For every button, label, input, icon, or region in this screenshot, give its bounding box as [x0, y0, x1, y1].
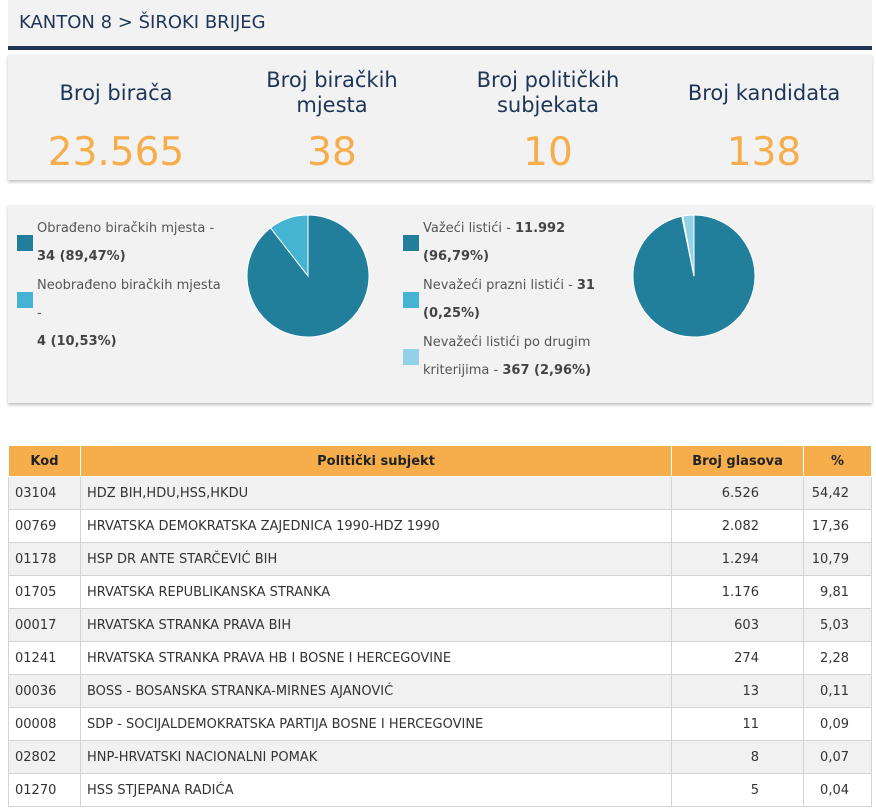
cell-percent: 10,79 [802, 542, 873, 576]
legend-processed-stations: Obrađeno biračkih mjesta - 34 (89,47%) [17, 215, 222, 271]
header-percent[interactable]: % [802, 445, 873, 477]
legend-value: 31 [576, 278, 595, 293]
legend-swatch [403, 349, 419, 365]
stat-value: 10 [523, 130, 573, 175]
stat-value: 38 [307, 130, 357, 175]
legend-swatch [403, 235, 419, 251]
header-votes[interactable]: Broj glasova [671, 445, 804, 477]
legend-label: Važeći listići - [423, 221, 515, 236]
cell-percent: 0,04 [802, 773, 873, 807]
stat-value: 138 [726, 130, 802, 175]
legend-swatch [17, 235, 33, 251]
cell-political-subject: HSS STJEPANA RADIĆA [79, 773, 673, 807]
legend-label: Nevažeći prazni listići - [423, 278, 577, 293]
cell-percent: 5,03 [802, 608, 873, 642]
legend-label: Neobrađeno biračkih mjesta - [37, 278, 221, 321]
cell-political-subject: HRVATSKA DEMOKRATSKA ZAJEDNICA 1990-HDZ … [79, 509, 673, 543]
cell-code: 01241 [8, 641, 81, 675]
stat-label: Broj biračkih mjesta [266, 68, 398, 117]
table-row: 03104 HDZ BIH,HDU,HSS,HKDU 6.526 54,42 [8, 476, 873, 510]
table-row: 01705 HRVATSKA REPUBLIKANSKA STRANKA 1.176… [8, 575, 873, 609]
cell-political-subject: BOSS - BOSANSKA STRANKA-MIRNES AJANOVIĆ [79, 674, 673, 708]
cell-political-subject: SDP - SOCIJALDEMOKRATSKA PARTIJA BOSNE I… [79, 707, 673, 741]
charts-panel: Obrađeno biračkih mjesta - 34 (89,47%) N… [8, 205, 872, 403]
header-bar: KANTON 8 > ŠIROKI BRIJEG [8, 0, 872, 50]
table-row: 00769 HRVATSKA DEMOKRATSKA ZAJEDNICA 1990… [8, 509, 873, 543]
legend-valid-ballots: Važeći listići - 11.992 (96,79%) [403, 215, 603, 271]
pie-chart-ballots[interactable] [632, 214, 756, 338]
stat-value: 23.565 [47, 130, 185, 175]
cell-votes: 274 [671, 641, 804, 675]
cell-code: 03104 [8, 476, 81, 510]
cell-political-subject: HRVATSKA STRANKA PRAVA BIH [79, 608, 673, 642]
legend-other-invalid-ballots: Nevažeći listići po drugim kriterijima -… [403, 329, 603, 385]
table-row: 00036 BOSS - BOSANSKA STRANKA-MIRNES AJAN… [8, 674, 873, 708]
cell-political-subject: HRVATSKA REPUBLIKANSKA STRANKA [79, 575, 673, 609]
legend-value: 367 [502, 363, 530, 378]
table-row: 00017 HRVATSKA STRANKA PRAVA BIH 603 5,03 [8, 608, 873, 642]
cell-percent: 17,36 [802, 509, 873, 543]
legend-percent: (2,96%) [529, 363, 592, 378]
cell-political-subject: HNP-HRVATSKI NACIONALNI POMAK [79, 740, 673, 774]
stat-voters: Broj birača 23.565 [8, 54, 224, 180]
stat-candidates: Broj kandidata 138 [656, 54, 872, 180]
stat-polling-stations: Broj biračkih mjesta 38 [224, 54, 440, 180]
cell-percent: 54,42 [802, 476, 873, 510]
stat-label: Broj birača [59, 80, 173, 105]
table-row: 01241 HRVATSKA STRANKA PRAVA HB I BOSNE I… [8, 641, 873, 675]
cell-code: 01270 [8, 773, 81, 807]
stat-label: Broj kandidata [687, 80, 841, 105]
cell-votes: 2.082 [671, 509, 804, 543]
breadcrumb[interactable]: KANTON 8 > ŠIROKI BRIJEG [19, 12, 266, 33]
legend-value: 34 (89,47%) [37, 249, 126, 264]
cell-political-subject: HDZ BIH,HDU,HSS,HKDU [79, 476, 673, 510]
stat-political-subjects: Broj političkih subjekata 10 [440, 54, 656, 180]
cell-code: 00017 [8, 608, 81, 642]
cell-code: 00036 [8, 674, 81, 708]
cell-political-subject: HRVATSKA STRANKA PRAVA HB I BOSNE I HERC… [79, 641, 673, 675]
legend-empty-ballots: Nevažeći prazni listići - 31 (0,25%) [403, 272, 603, 328]
cell-percent: 9,81 [802, 575, 873, 609]
legend-label: Nevažeći listići po drugim kriterijima - [423, 335, 591, 378]
legend-swatch [403, 292, 419, 308]
legend-percent: (96,79%) [423, 249, 490, 264]
cell-votes: 11 [671, 707, 804, 741]
legend-swatch [17, 292, 33, 308]
table-row: 01178 HSP DR ANTE STARČEVIĆ BIH 1.294 10,79 [8, 542, 873, 576]
table-row: 00008 SDP - SOCIJALDEMOKRATSKA PARTIJA BO… [8, 707, 873, 741]
legend-percent: (0,25%) [423, 306, 480, 321]
table-header-row: Kod Politički subjekt Broj glasova % [8, 445, 873, 477]
cell-code: 02802 [8, 740, 81, 774]
legend-unprocessed-stations: Neobrađeno biračkih mjesta - 4 (10,53%) [17, 272, 227, 349]
cell-code: 00008 [8, 707, 81, 741]
cell-percent: 0,07 [802, 740, 873, 774]
stats-panel: Broj birača 23.565 Broj biračkih mjesta … [8, 54, 872, 180]
pie-slice[interactable] [682, 214, 695, 277]
table-row: 01270 HSS STJEPANA RADIĆA 5 0,04 [8, 773, 873, 807]
table-row: 02802 HNP-HRVATSKI NACIONALNI POMAK 8 0,07 [8, 740, 873, 774]
legend-label: Obrađeno biračkih mjesta - [37, 221, 215, 236]
cell-code: 00769 [8, 509, 81, 543]
cell-percent: 2,28 [802, 641, 873, 675]
cell-votes: 13 [671, 674, 804, 708]
cell-votes: 1.176 [671, 575, 804, 609]
header-political-subject[interactable]: Politički subjekt [79, 445, 673, 477]
cell-percent: 0,09 [802, 707, 873, 741]
legend-value: 4 (10,53%) [37, 334, 117, 349]
results-table: Kod Politički subjekt Broj glasova % 031… [8, 445, 873, 807]
cell-votes: 8 [671, 740, 804, 774]
legend-value: 11.992 [514, 221, 566, 236]
stat-label: Broj političkih subjekata [476, 68, 620, 117]
cell-votes: 5 [671, 773, 804, 807]
cell-votes: 6.526 [671, 476, 804, 510]
cell-votes: 1.294 [671, 542, 804, 576]
pie-slice[interactable] [269, 214, 309, 278]
header-code[interactable]: Kod [8, 445, 81, 477]
cell-votes: 603 [671, 608, 804, 642]
cell-code: 01705 [8, 575, 81, 609]
cell-political-subject: HSP DR ANTE STARČEVIĆ BIH [79, 542, 673, 576]
cell-percent: 0,11 [802, 674, 873, 708]
cell-code: 01178 [8, 542, 81, 576]
pie-chart-stations[interactable] [246, 214, 370, 338]
